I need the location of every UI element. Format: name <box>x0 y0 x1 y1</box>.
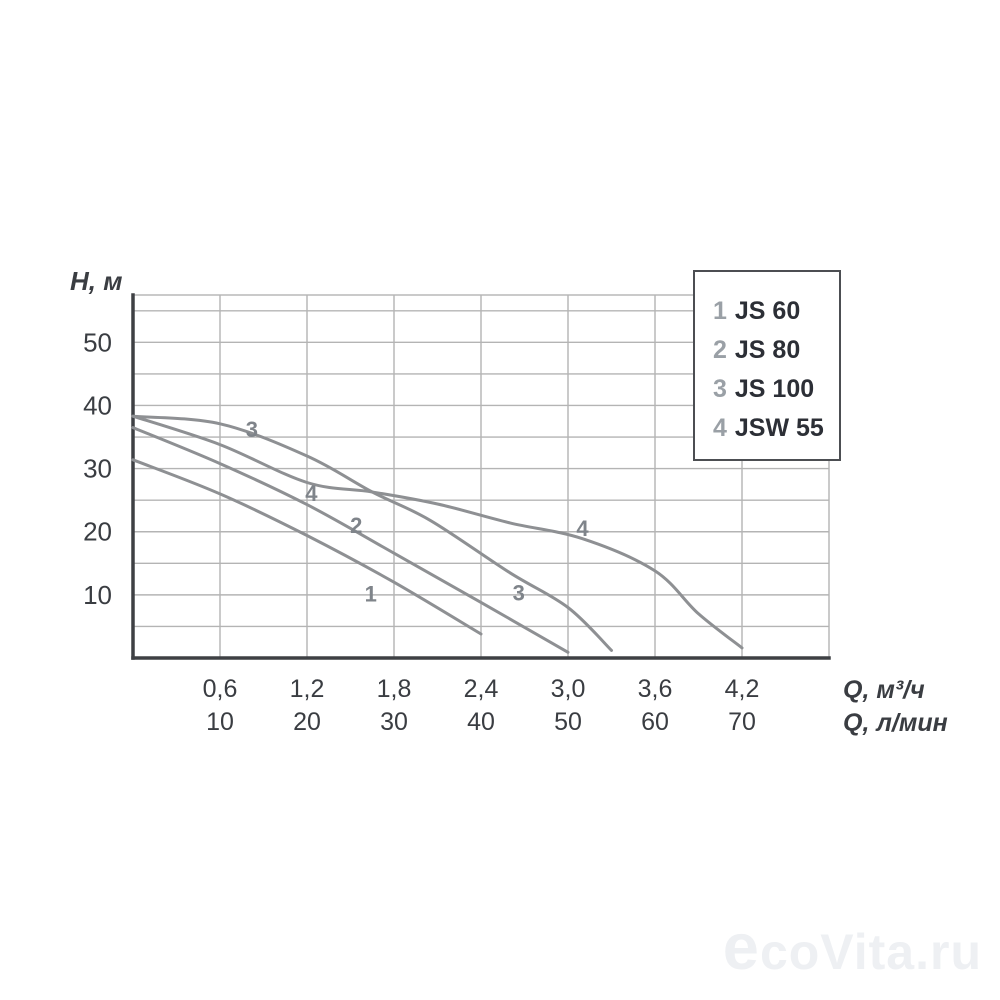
y-axis-title: H, м <box>70 266 123 296</box>
pump-curve-4 <box>131 414 744 650</box>
x-tick-label-m3h: 1,8 <box>377 675 412 703</box>
axes <box>131 293 831 660</box>
pump-curve-2 <box>131 426 570 654</box>
curve-number-label: 2 <box>350 513 362 538</box>
pump-curve-3 <box>131 414 613 652</box>
y-tick-label: 30 <box>83 454 112 484</box>
legend-item-name: JSW 55 <box>734 414 824 442</box>
x-tick-label-m3h: 0,6 <box>203 675 238 703</box>
x-tick-label-m3h: 3,0 <box>551 675 586 703</box>
series-js-80: 2 <box>131 426 570 654</box>
series-jsw-55: 44 <box>131 414 744 650</box>
x-axis-unit-lmin: Q, л/мин <box>843 709 948 737</box>
curve-number-label: 1 <box>365 582 377 607</box>
y-tick-label: 50 <box>83 327 112 357</box>
x-tick-label-lmin: 20 <box>293 708 321 736</box>
legend-item-js-60: 1 JS 60 <box>713 292 839 331</box>
legend-item-name: JS 100 <box>734 375 815 403</box>
x-tick-label-lmin: 60 <box>641 708 669 736</box>
y-tick-label: 20 <box>83 517 112 547</box>
series-js-100: 33 <box>131 414 613 652</box>
legend-item-name: JS 60 <box>734 297 801 325</box>
curve-number-label: 3 <box>246 417 258 442</box>
legend-item-jsw-55: 4 JSW 55 <box>713 409 839 448</box>
x-tick-label-m3h: 2,4 <box>464 675 499 703</box>
pump-curve-1 <box>131 458 483 636</box>
x-tick-label-m3h: 4,2 <box>725 675 760 703</box>
legend-item-js-100: 3 JS 100 <box>713 370 839 409</box>
x-tick-label-lmin: 30 <box>380 708 408 736</box>
legend-item-number: 2 <box>713 336 727 364</box>
curve-number-label: 3 <box>513 580 525 605</box>
x-axis-unit-m3h: Q, м³/ч <box>843 676 925 704</box>
curve-number-label: 4 <box>576 516 589 541</box>
legend-item-js-80: 2 JS 80 <box>713 331 839 370</box>
x-tick-label-lmin: 50 <box>554 708 582 736</box>
legend-item-number: 3 <box>713 375 727 403</box>
legend-item-name: JS 80 <box>734 336 801 364</box>
series-js-60: 1 <box>131 458 483 636</box>
x-tick-label-lmin: 10 <box>206 708 234 736</box>
legend: 1 JS 60 2 JS 80 3 JS 100 4 JSW 55 <box>693 270 841 461</box>
y-tick-label: 40 <box>83 390 112 420</box>
legend-item-number: 4 <box>713 414 727 442</box>
x-tick-label-m3h: 1,2 <box>290 675 325 703</box>
x-tick-label-lmin: 70 <box>728 708 756 736</box>
x-tick-label-lmin: 40 <box>467 708 495 736</box>
watermark-ecovita: ecoVita.ru <box>722 910 982 983</box>
x-tick-label-m3h: 3,6 <box>638 675 673 703</box>
legend-item-number: 1 <box>713 297 727 325</box>
curve-number-label: 4 <box>305 481 318 506</box>
y-tick-label: 10 <box>83 580 112 610</box>
